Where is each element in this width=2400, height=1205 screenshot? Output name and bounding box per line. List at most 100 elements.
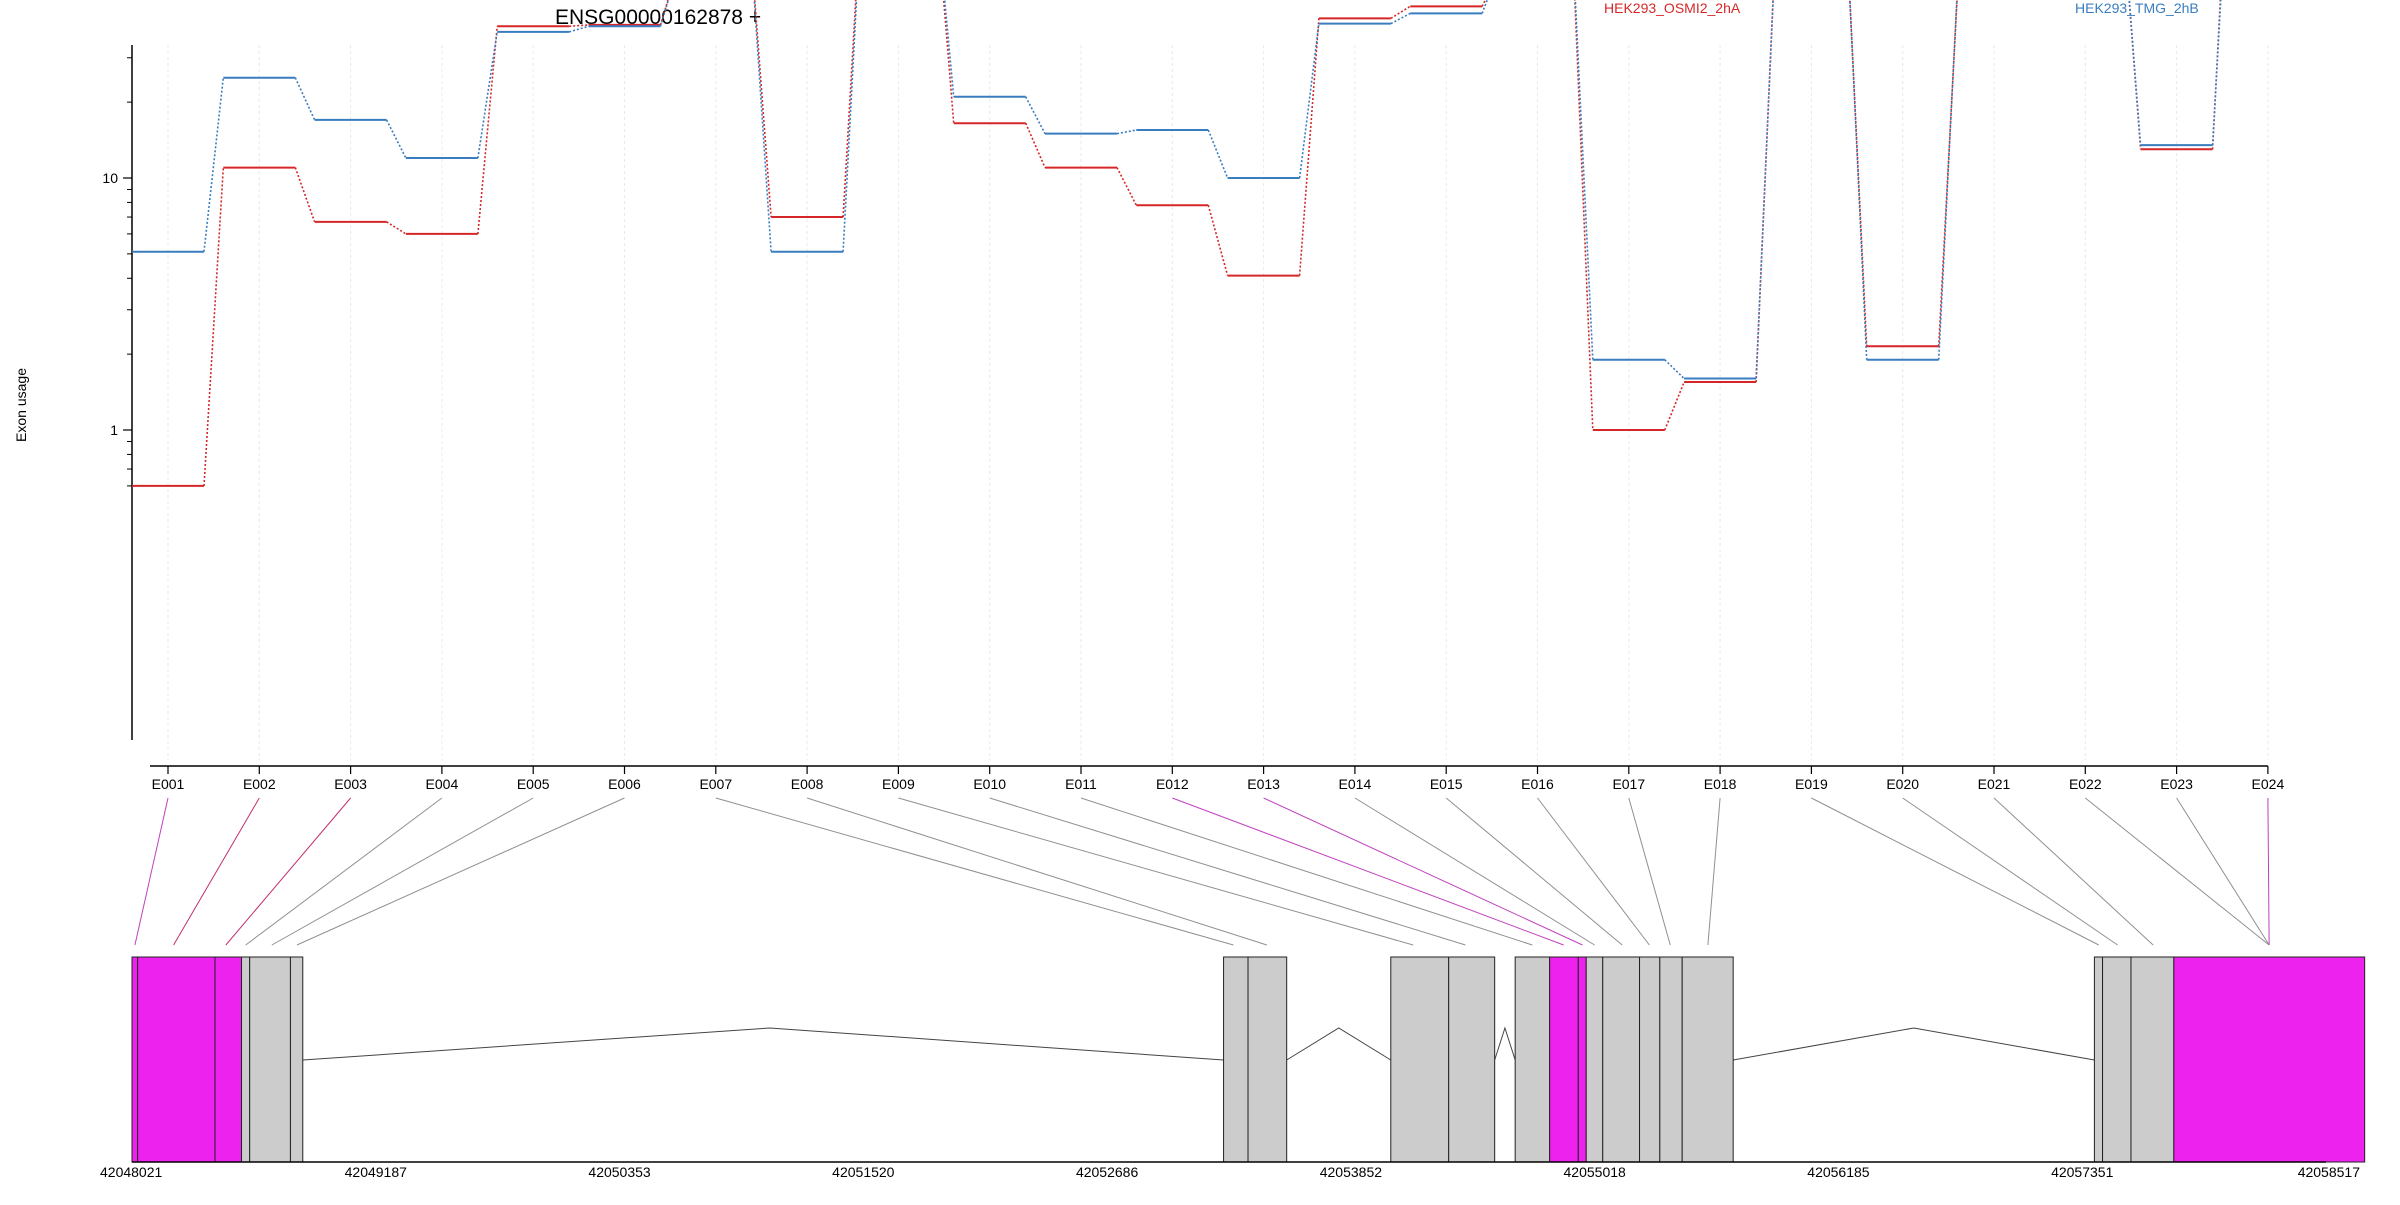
- series-osmi2-connector: [1664, 381, 1685, 431]
- exon-block: [1602, 956, 1641, 1163]
- intron-line: [1494, 1026, 1516, 1061]
- x-tick-label-e014: E014: [1339, 776, 1372, 792]
- exon-connector-e003: [225, 797, 351, 946]
- genomic-tick-label: 42058517: [2298, 1164, 2361, 1180]
- series-tmg-connector: [753, 0, 772, 252]
- exon-connector-e007: [715, 797, 1234, 946]
- x-tick-label-e016: E016: [1521, 776, 1554, 792]
- exon-block: [289, 956, 304, 1163]
- x-tick-label-e020: E020: [1886, 776, 1919, 792]
- exon-connector-e008: [806, 797, 1267, 946]
- exon-block: [137, 956, 216, 1163]
- series-tmg-connector: [1207, 129, 1229, 179]
- exon-block: [1247, 956, 1288, 1163]
- x-tick-label-e005: E005: [517, 776, 550, 792]
- chart-title: ENSG00000162878 +: [555, 6, 761, 29]
- exon-connector-e004: [245, 797, 443, 946]
- series-osmi2-connector: [294, 167, 316, 223]
- series-tmg-connector: [294, 77, 316, 121]
- x-tick-label-e024: E024: [2252, 776, 2285, 792]
- x-tick-label-e018: E018: [1704, 776, 1737, 792]
- exon-connector-e002: [173, 797, 260, 946]
- series-tmg-connector: [842, 0, 858, 252]
- series-osmi2-connector: [842, 0, 857, 218]
- x-tick-label-e009: E009: [882, 776, 915, 792]
- exon-connector-e016: [1537, 797, 1650, 946]
- series-osmi2-connector: [203, 167, 225, 486]
- exon-connector-e024: [2267, 797, 2270, 946]
- x-tick-label-e011: E011: [1065, 776, 1097, 792]
- series-tmg-connector: [1390, 12, 1411, 25]
- y-axis-label: Exon usage: [13, 368, 29, 442]
- genomic-tick-label: 42049187: [345, 1164, 408, 1180]
- series-tmg-connector: [1298, 23, 1320, 179]
- exon-connector-e015: [1445, 797, 1623, 946]
- x-tick-label-e002: E002: [243, 776, 276, 792]
- genomic-tick-label: 42051520: [832, 1164, 895, 1180]
- exon-block: [2093, 956, 2104, 1163]
- exon-connector-e010: [989, 797, 1466, 946]
- series-tmg-connector: [477, 31, 498, 159]
- series-osmi2-connector: [1116, 167, 1138, 206]
- exon-block: [1659, 956, 1683, 1163]
- exon-block: [1577, 956, 1587, 1163]
- series-osmi2-connector: [569, 24, 589, 28]
- exon-block: [1639, 956, 1661, 1163]
- x-tick-label-e007: E007: [699, 776, 732, 792]
- exon-block: [1681, 956, 1734, 1163]
- series-tmg-connector: [568, 25, 589, 33]
- series-tmg-connector: [1849, 0, 1868, 360]
- intron-line: [1733, 1027, 2095, 1061]
- genomic-tick-label: 42052686: [1076, 1164, 1139, 1180]
- genomic-tick-label: 42055018: [1564, 1164, 1627, 1180]
- x-tick-label-e022: E022: [2069, 776, 2102, 792]
- exon-block: [1223, 956, 1249, 1163]
- x-tick-label-e015: E015: [1430, 776, 1463, 792]
- x-tick-label-e004: E004: [426, 776, 459, 792]
- exon-block: [1514, 956, 1551, 1163]
- series-tmg-connector: [1755, 0, 1774, 379]
- x-tick-label-e013: E013: [1247, 776, 1280, 792]
- exon-connector-e013: [1263, 797, 1583, 946]
- series-osmi2-connector: [1298, 18, 1320, 276]
- genomic-tick-label: 42053852: [1320, 1164, 1383, 1180]
- series-tmg-connector: [1024, 96, 1046, 134]
- series-osmi2-connector: [2211, 0, 2222, 150]
- exon-block: [131, 956, 139, 1163]
- exon-block: [2173, 956, 2366, 1163]
- series-osmi2-connector: [1207, 204, 1229, 276]
- genomic-tick-label: 42048021: [100, 1164, 163, 1180]
- exon-connector-e023: [2176, 797, 2270, 946]
- intron-line: [302, 1027, 1224, 1061]
- exon-connector-e018: [1707, 797, 1721, 946]
- exon-block: [1448, 956, 1496, 1163]
- exon-block: [1549, 956, 1579, 1163]
- exon-connector-e019: [1811, 797, 2100, 946]
- x-tick-label-e001: E001: [152, 776, 185, 792]
- series-osmi2-connector: [477, 26, 498, 234]
- intron-line: [1286, 1027, 1392, 1061]
- series-tmg-connector: [1664, 359, 1685, 380]
- x-tick-label-e010: E010: [973, 776, 1006, 792]
- x-tick-label-e008: E008: [791, 776, 824, 792]
- exon-block: [214, 956, 243, 1163]
- exon-connector-e011: [1080, 797, 1533, 946]
- exon-block: [2130, 956, 2175, 1163]
- exon-block: [2102, 956, 2132, 1163]
- x-tick-label-e006: E006: [608, 776, 641, 792]
- exon-block: [1390, 956, 1450, 1163]
- exon-connector-e021: [1993, 797, 2154, 946]
- exon-connector-e009: [898, 797, 1414, 946]
- exon-connector-e001: [134, 797, 169, 946]
- series-osmi2-connector: [753, 0, 772, 218]
- exon-block: [249, 956, 291, 1163]
- x-tick-label-e021: E021: [1978, 776, 2011, 792]
- exon-connector-e014: [1354, 797, 1595, 946]
- y-tick-label: 10: [102, 170, 118, 186]
- y-tick-label: 1: [110, 422, 118, 438]
- exon-connector-e020: [1902, 797, 2118, 946]
- series-osmi2-connector: [1390, 5, 1411, 20]
- exon-block: [1585, 956, 1604, 1163]
- x-tick-label-e023: E023: [2160, 776, 2193, 792]
